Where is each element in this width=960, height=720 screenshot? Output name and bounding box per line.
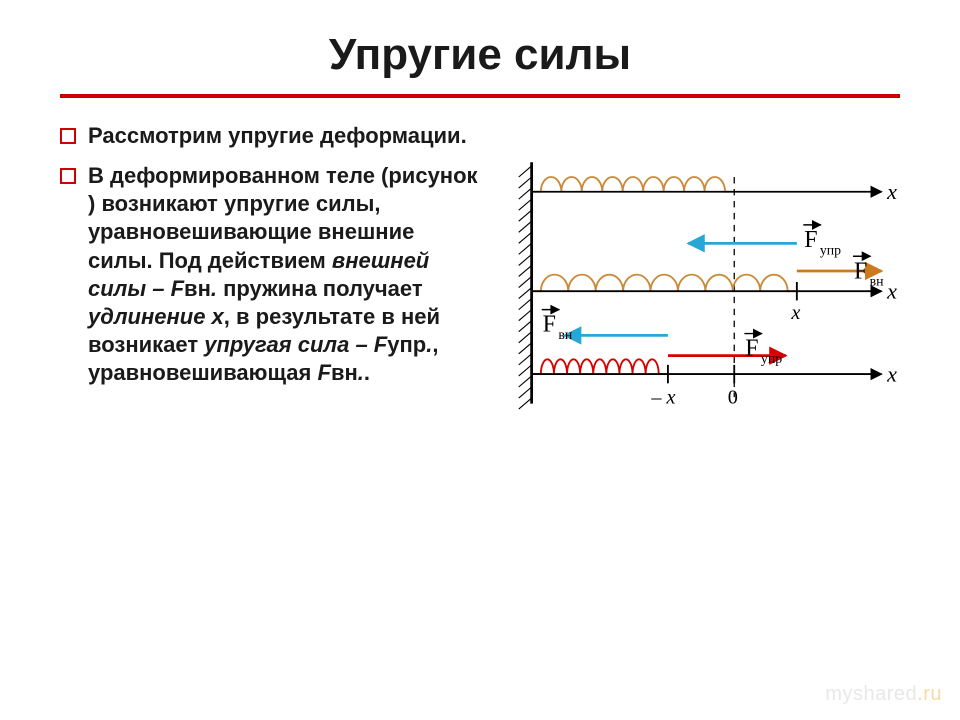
- svg-text:упр: упр: [761, 351, 782, 366]
- slide-title: Упругие силы: [60, 30, 900, 80]
- spring-diagram: xxxFупрFвнx– x0FвнFупр: [504, 122, 900, 442]
- content-row: Рассмотрим упругие деформации. В деформи…: [60, 122, 900, 447]
- svg-text:x: x: [886, 279, 897, 304]
- svg-text:упр: упр: [820, 242, 841, 257]
- bullet-2: В деформированном теле (рисунок ) возник…: [60, 162, 480, 387]
- bullet-2-text: В деформированном теле (рисунок ) возник…: [88, 162, 480, 387]
- bullet-marker-icon: [60, 128, 76, 144]
- bullet-1: Рассмотрим упругие деформации.: [60, 122, 480, 150]
- text-column: Рассмотрим упругие деформации. В деформи…: [60, 122, 480, 447]
- title-underline: [60, 94, 900, 98]
- diagram-column: xxxFупрFвнx– x0FвнFупр: [504, 122, 900, 447]
- svg-text:F: F: [854, 258, 867, 284]
- svg-text:F: F: [804, 227, 817, 253]
- watermark-accent: .ru: [917, 683, 942, 705]
- svg-text:вн: вн: [558, 327, 573, 342]
- svg-text:вн: вн: [870, 274, 885, 289]
- bullet-1-text: Рассмотрим упругие деформации.: [88, 122, 467, 150]
- svg-text:x: x: [790, 302, 800, 324]
- svg-text:– x: – x: [650, 387, 675, 409]
- svg-text:F: F: [543, 312, 556, 338]
- watermark-text: myshared: [825, 683, 917, 705]
- svg-text:0: 0: [728, 387, 738, 409]
- svg-text:F: F: [745, 336, 758, 362]
- svg-text:x: x: [886, 179, 897, 204]
- bullet-marker-icon: [60, 168, 76, 184]
- watermark: myshared.ru: [825, 683, 942, 706]
- svg-text:x: x: [886, 361, 897, 386]
